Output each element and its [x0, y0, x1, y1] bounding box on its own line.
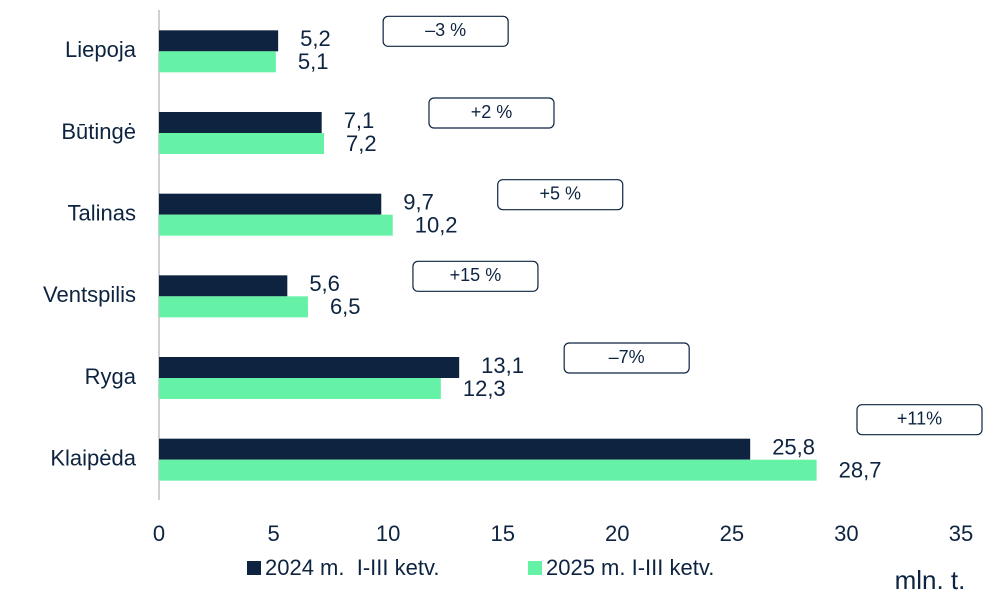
bar [159, 30, 279, 52]
x-tick-label: 25 [720, 521, 744, 546]
y-tick-label: Būtingė [61, 119, 136, 144]
bar [159, 51, 276, 73]
change-box [412, 260, 539, 292]
y-tick-label: Ryga [85, 364, 137, 389]
bar [159, 357, 460, 378]
value-label: 5,2 [300, 26, 331, 51]
change-label: +15 % [450, 265, 502, 285]
x-tick-label: 5 [267, 521, 279, 546]
bar [159, 296, 308, 318]
bar [159, 214, 393, 236]
change-label: –3 % [425, 20, 466, 40]
bar [159, 378, 441, 399]
bar [159, 438, 751, 460]
change-box [856, 404, 983, 436]
change-box [428, 97, 555, 129]
x-tick-label: 15 [490, 521, 514, 546]
bar [159, 193, 382, 215]
value-label: 5,1 [298, 49, 329, 74]
change-label: +2 % [471, 102, 513, 122]
legend-swatch [528, 561, 542, 575]
change-label: +5 % [539, 183, 581, 203]
y-tick-label: Klaipėda [50, 445, 136, 470]
bar [159, 459, 817, 481]
value-label: 12,3 [463, 376, 506, 401]
bar [159, 112, 322, 133]
value-label: 7,1 [344, 108, 375, 133]
value-label: 28,7 [839, 457, 882, 482]
bar [159, 275, 288, 297]
change-box [382, 15, 509, 47]
bar [159, 133, 324, 154]
legend-swatch [247, 561, 261, 575]
x-tick-label: 30 [834, 521, 858, 546]
value-label: 9,7 [403, 189, 434, 214]
value-label: 10,2 [415, 212, 458, 237]
legend-label: 2025 m. I-III ketv. [546, 555, 714, 580]
change-label: –7% [609, 347, 645, 367]
change-label: +11% [897, 408, 942, 428]
y-tick-label: Talinas [68, 200, 136, 225]
value-label: 6,5 [330, 294, 361, 319]
legend-label: 2024 m. I-III ketv. [265, 555, 439, 580]
x-tick-label: 10 [376, 521, 400, 546]
value-label: 5,6 [309, 271, 340, 296]
change-box [563, 342, 690, 374]
y-tick-label: Ventspilis [43, 282, 136, 307]
y-tick-label: Liepoja [65, 37, 137, 62]
value-label: 7,2 [346, 131, 377, 156]
value-label: 25,8 [772, 434, 815, 459]
x-tick-label: 20 [605, 521, 629, 546]
unit-label: mln. t. [895, 565, 966, 593]
change-box [497, 179, 624, 211]
x-tick-label: 35 [949, 521, 973, 546]
x-tick-label: 0 [153, 521, 165, 546]
value-label: 13,1 [481, 353, 524, 378]
